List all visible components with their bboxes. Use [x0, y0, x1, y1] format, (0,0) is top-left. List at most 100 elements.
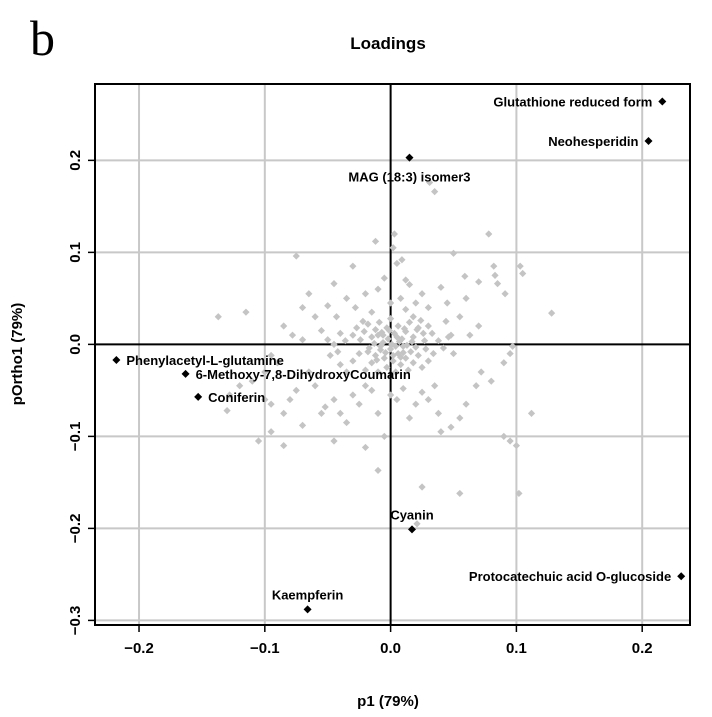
background-point: [387, 299, 395, 307]
background-point: [374, 285, 382, 293]
background-point: [351, 303, 359, 312]
labeled-point: [407, 525, 416, 534]
background-point: [305, 290, 313, 298]
background-point: [412, 343, 420, 351]
background-point: [512, 441, 521, 450]
background-point: [355, 400, 363, 408]
point-labels: Glutathione reduced form Neohesperidin MAG…: [126, 94, 671, 602]
background-point: [326, 351, 334, 360]
background-point: [409, 333, 417, 341]
background-point: [408, 338, 416, 346]
background-point: [422, 345, 430, 353]
background-point: [361, 382, 370, 390]
x-tick-label: 0.2: [632, 640, 653, 657]
background-point: [490, 262, 498, 270]
background-point: [280, 441, 288, 450]
background-point: [527, 409, 536, 417]
background-point: [349, 357, 357, 365]
background-point: [485, 230, 493, 238]
panel-letter: b: [30, 10, 55, 66]
labeled-point: [194, 392, 203, 401]
background-point: [324, 302, 332, 310]
background-point: [405, 414, 414, 422]
background-point: [360, 327, 368, 336]
point-label: Protocatechuic acid O-glucoside: [469, 569, 671, 584]
background-point: [409, 359, 417, 367]
background-point: [214, 313, 222, 321]
point-label: Kaempferin: [272, 587, 344, 602]
background-point: [419, 329, 427, 337]
background-point: [387, 315, 395, 323]
background-point: [437, 283, 445, 291]
background-point: [392, 368, 400, 376]
background-point: [336, 329, 344, 337]
background-point: [381, 349, 390, 357]
labeled-point: [405, 153, 414, 162]
background-point: [267, 400, 275, 408]
background-point: [365, 344, 373, 352]
background-point: [392, 342, 400, 350]
labeled-point: [303, 605, 312, 614]
background-point: [298, 303, 307, 312]
y-tick-label: −0.2: [67, 514, 84, 544]
background-point: [405, 280, 414, 289]
background-point: [261, 395, 269, 404]
background-point: [395, 338, 404, 346]
background-point: [359, 317, 367, 325]
background-point: [461, 272, 469, 280]
background-point: [434, 409, 443, 417]
point-label: 6-Methoxy-7,8-DihydroxyCoumarin: [196, 367, 411, 382]
background-point: [389, 244, 397, 252]
background-point: [428, 329, 436, 337]
background-point: [361, 290, 370, 298]
background-point: [342, 368, 351, 376]
background-point: [506, 437, 514, 445]
background-point: [400, 325, 409, 333]
background-point: [305, 368, 313, 376]
point-label: Glutathione reduced form: [493, 94, 652, 109]
x-axis-ticks: −0.2 −0.1 0.0 0.1 0.2: [124, 625, 653, 657]
background-point: [374, 409, 382, 417]
background-point: [466, 331, 474, 339]
background-point: [462, 294, 470, 302]
background-point: [286, 395, 294, 404]
background-point: [397, 353, 405, 361]
background-point: [336, 409, 344, 417]
y-axis-title: pOrtho1 (79%): [9, 303, 26, 406]
grid-lines: [95, 84, 690, 625]
background-point: [288, 331, 297, 339]
point-label: MAG (18:3) isomer3: [348, 170, 470, 185]
background-point: [324, 336, 332, 344]
x-tick-label: −0.1: [250, 640, 280, 657]
background-point: [334, 348, 342, 356]
background-point: [393, 395, 401, 404]
background-point: [342, 418, 351, 427]
background-point: [413, 520, 421, 528]
background-point: [399, 384, 407, 393]
background-point: [364, 320, 372, 328]
background-point: [456, 489, 464, 498]
labeled-point: [644, 137, 653, 146]
labeled-point: [677, 572, 686, 581]
background-point: [402, 305, 410, 314]
background-point: [426, 178, 434, 187]
background-point: [500, 359, 508, 367]
background-point: [383, 324, 391, 332]
background-point: [414, 351, 422, 360]
background-point: [317, 326, 326, 335]
background-point: [292, 252, 300, 260]
background-point: [355, 349, 363, 358]
background-point: [424, 322, 432, 330]
background-point: [519, 269, 527, 278]
background-point: [500, 432, 508, 440]
background-point: [491, 271, 499, 279]
background-point: [417, 316, 425, 325]
background-point: [475, 322, 483, 330]
point-label: Cyanin: [390, 507, 433, 522]
background-point: [368, 333, 376, 341]
background-point: [342, 294, 351, 302]
background-point: [424, 357, 432, 365]
background-point: [332, 313, 341, 321]
background-point: [387, 345, 395, 353]
background-point: [412, 400, 420, 408]
